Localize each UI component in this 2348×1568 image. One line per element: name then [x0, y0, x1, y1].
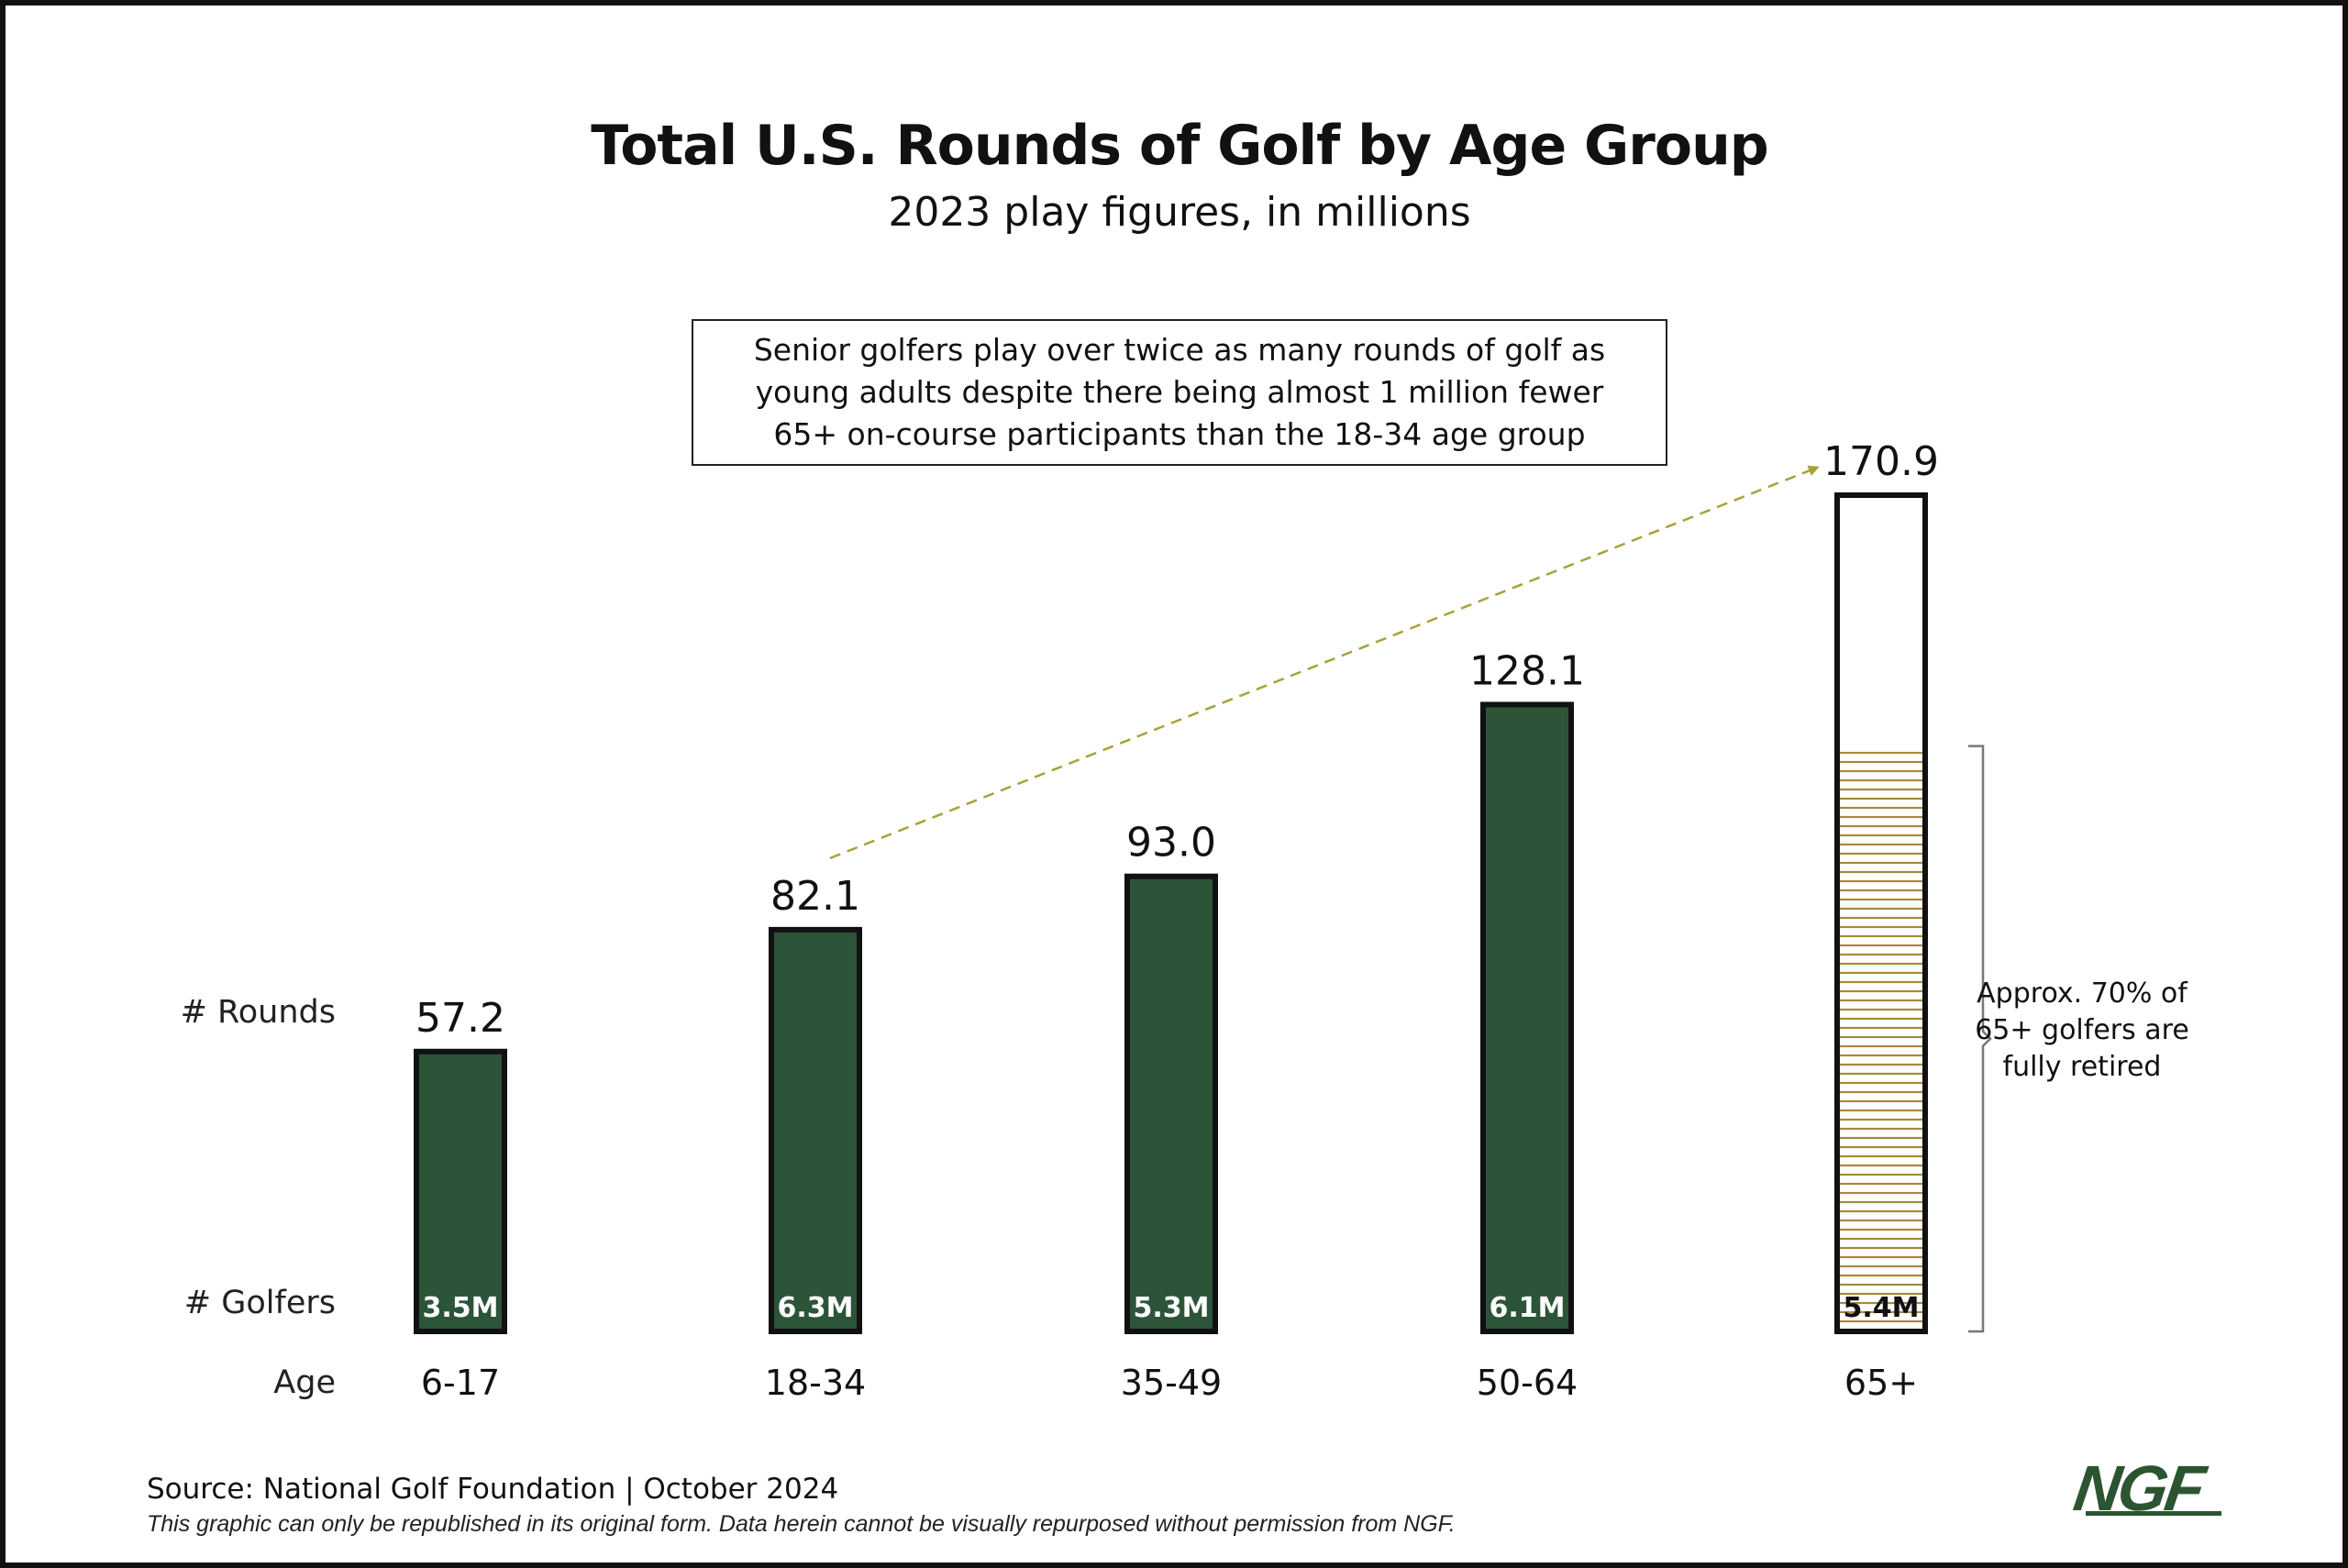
- retired-note: Approx. 70% of 65+ golfers are fully retir…: [1975, 977, 2189, 1083]
- rounds-row-label: # Rounds: [180, 994, 336, 1031]
- bar: [1124, 873, 1218, 1334]
- golfers-count-label: 5.3M: [1134, 1292, 1210, 1324]
- bar-retired-share-hatch: [1837, 745, 1925, 1331]
- bar-value-label: 170.9: [1823, 438, 1939, 485]
- age-row-label: Age: [273, 1364, 336, 1401]
- bar: [1834, 492, 1928, 1334]
- callout-box: Senior golfers play over twice as many r…: [692, 319, 1667, 466]
- bar: [1480, 701, 1574, 1334]
- trend-arrow: [829, 465, 1820, 860]
- bar-value-label: 128.1: [1469, 647, 1585, 694]
- golfers-count-label: 6.3M: [778, 1292, 854, 1324]
- chart-subtitle: 2023 play figures, in millions: [888, 189, 1471, 236]
- bar-value-label: 93.0: [1126, 820, 1216, 867]
- age-category-label: 35-49: [1121, 1363, 1222, 1403]
- age-category-label: 18-34: [765, 1363, 866, 1403]
- age-category-label: 50-64: [1477, 1363, 1578, 1403]
- golfers-row-label: # Golfers: [183, 1285, 336, 1321]
- bar: [414, 1048, 507, 1335]
- chart-title: Total U.S. Rounds of Golf by Age Group: [591, 114, 1769, 178]
- source-note: Source: National Golf Foundation | Octob…: [147, 1473, 839, 1506]
- bar-chart: 57.2 3.5M 6-17 82.1 6.3M 18-34 93.0 5.3M 35-49 12…: [414, 438, 2189, 1403]
- age-category-label: 6-17: [421, 1363, 500, 1403]
- bar: [769, 926, 862, 1334]
- disclaimer-note: This graphic can only be republished in …: [147, 1511, 1456, 1537]
- golfers-count-label: 5.4M: [1844, 1292, 1920, 1324]
- retired-bracket: [1968, 745, 1992, 1333]
- bar-value-label: 57.2: [415, 995, 505, 1042]
- age-category-label: 65+: [1844, 1363, 1918, 1403]
- golfers-count-label: 3.5M: [423, 1292, 499, 1324]
- bar-value-label: 82.1: [770, 873, 860, 920]
- golfers-count-label: 6.1M: [1490, 1292, 1566, 1324]
- ngf-logo-underline: [2086, 1511, 2221, 1516]
